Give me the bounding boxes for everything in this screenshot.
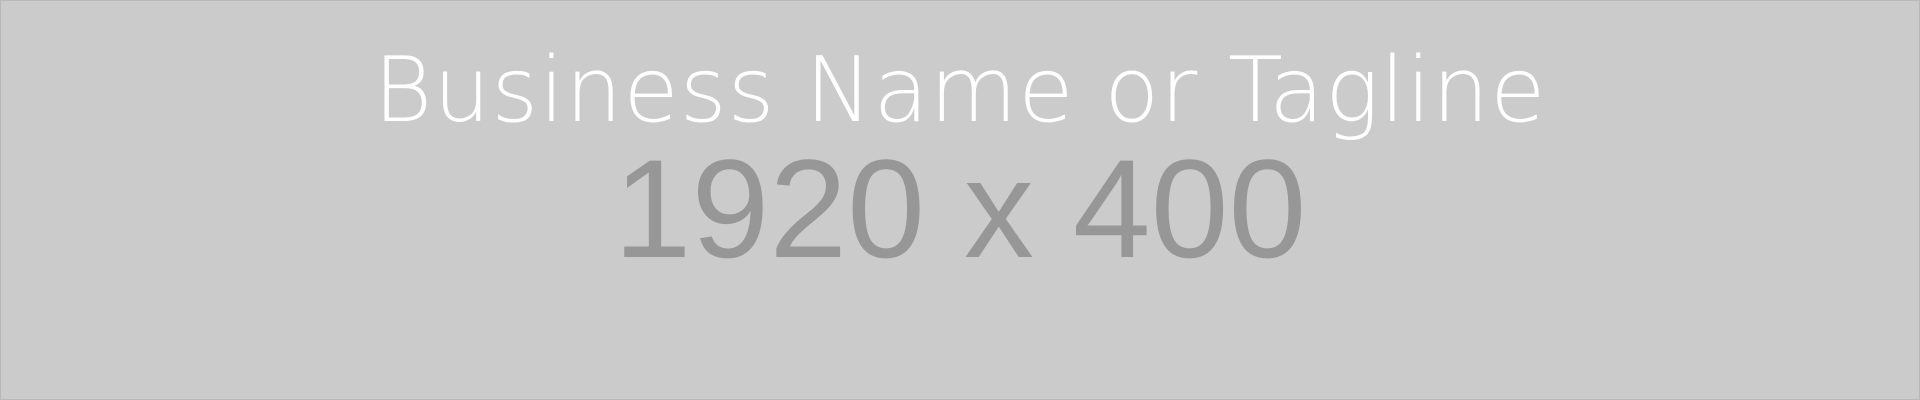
business-tagline: Business Name or Tagline	[373, 38, 1547, 143]
banner-dimensions: 1920 x 400	[613, 130, 1307, 287]
